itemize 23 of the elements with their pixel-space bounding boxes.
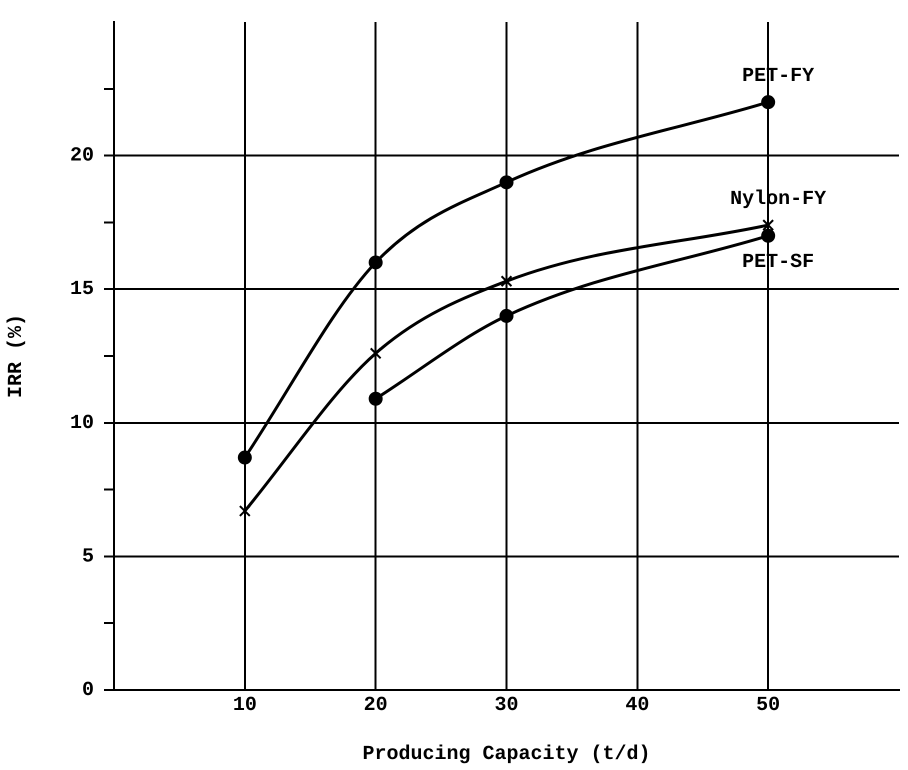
x-tick-label: 40	[625, 694, 650, 718]
point	[762, 219, 774, 232]
y-tick-label: 5	[82, 545, 94, 568]
point	[238, 450, 252, 465]
point	[370, 347, 382, 360]
point	[368, 392, 383, 406]
point	[368, 255, 383, 270]
point	[500, 175, 514, 190]
y-tick-label: 15	[70, 278, 94, 302]
y-tick-label: 20	[70, 144, 94, 168]
x-tick-label: 50	[756, 694, 780, 718]
x-axis-title: Producing Capacity (t/d)	[362, 743, 651, 766]
x-tick-label: 20	[364, 694, 388, 718]
point	[761, 95, 776, 110]
point	[761, 228, 776, 243]
y-tick-label: 10	[70, 412, 94, 435]
point	[238, 505, 251, 517]
y-tick-label: 0	[82, 679, 94, 702]
y-axis-title: IRR (%)	[5, 314, 28, 398]
x-tick-label: 30	[494, 694, 519, 718]
point	[500, 308, 514, 323]
point	[500, 275, 512, 288]
x-tick-label: 10	[232, 694, 257, 718]
